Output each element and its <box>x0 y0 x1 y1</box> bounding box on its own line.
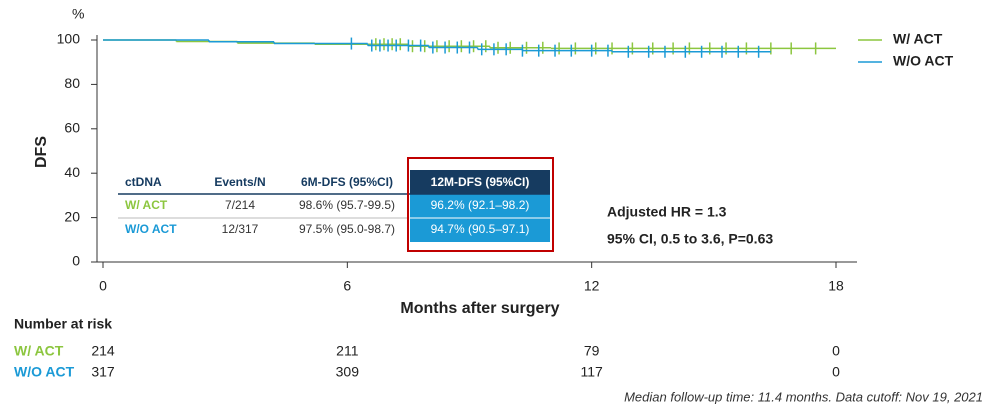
table-cell: 7/214 <box>225 198 255 212</box>
footnote: Median follow-up time: 11.4 months. Data… <box>624 389 983 404</box>
risk-count: 214 <box>91 343 115 359</box>
y-tick-label: 0 <box>72 253 80 269</box>
legend-label: W/ ACT <box>893 31 943 47</box>
annotation: Adjusted HR = 1.3 <box>607 204 727 220</box>
table-cell: 97.5% (95.0-98.7) <box>299 222 395 236</box>
table-cell: W/O ACT <box>125 222 177 236</box>
y-axis-label: DFS <box>33 136 50 168</box>
table-cell: W/ ACT <box>125 198 168 212</box>
risk-count: 79 <box>584 343 600 359</box>
risk-count: 0 <box>832 343 840 359</box>
risk-title: Number at risk <box>14 316 112 332</box>
highlight-box <box>407 157 554 252</box>
y-tick-label: 80 <box>64 75 80 91</box>
table-bg <box>118 170 408 242</box>
x-axis-label: Months after surgery <box>400 300 559 317</box>
table-cell: 98.6% (95.7-99.5) <box>299 198 395 212</box>
x-tick-label: 12 <box>584 278 600 294</box>
table-cell: 96.2% (92.1–98.2) <box>431 198 530 212</box>
header-cell-highlight <box>410 170 550 194</box>
table-header: 6M-DFS (95%CI) <box>301 175 393 189</box>
table-header: Events/N <box>214 175 265 189</box>
y-unit: % <box>72 6 84 22</box>
table-header: 12M-DFS (95%CI) <box>431 175 530 189</box>
y-tick-label: 40 <box>64 164 80 180</box>
risk-count: 117 <box>581 364 604 380</box>
x-tick-label: 6 <box>343 278 351 294</box>
risk-count: 317 <box>91 364 115 380</box>
y-tick-label: 20 <box>64 208 80 224</box>
table-header: ctDNA <box>125 175 162 189</box>
risk-label: W/O ACT <box>14 364 75 380</box>
risk-count: 309 <box>336 364 360 380</box>
table-cell: 12/317 <box>222 222 259 236</box>
x-tick-label: 0 <box>99 278 107 294</box>
annotation: 95% CI, 0.5 to 3.6, P=0.63 <box>607 231 773 247</box>
y-tick-label: 60 <box>64 120 80 136</box>
risk-label: W/ ACT <box>14 343 64 359</box>
risk-count: 211 <box>336 343 359 359</box>
x-tick-label: 18 <box>828 278 844 294</box>
table-cell: 94.7% (90.5–97.1) <box>431 222 530 236</box>
y-tick-label: 100 <box>57 31 81 47</box>
legend-label: W/O ACT <box>893 53 954 69</box>
risk-count: 0 <box>832 364 840 380</box>
